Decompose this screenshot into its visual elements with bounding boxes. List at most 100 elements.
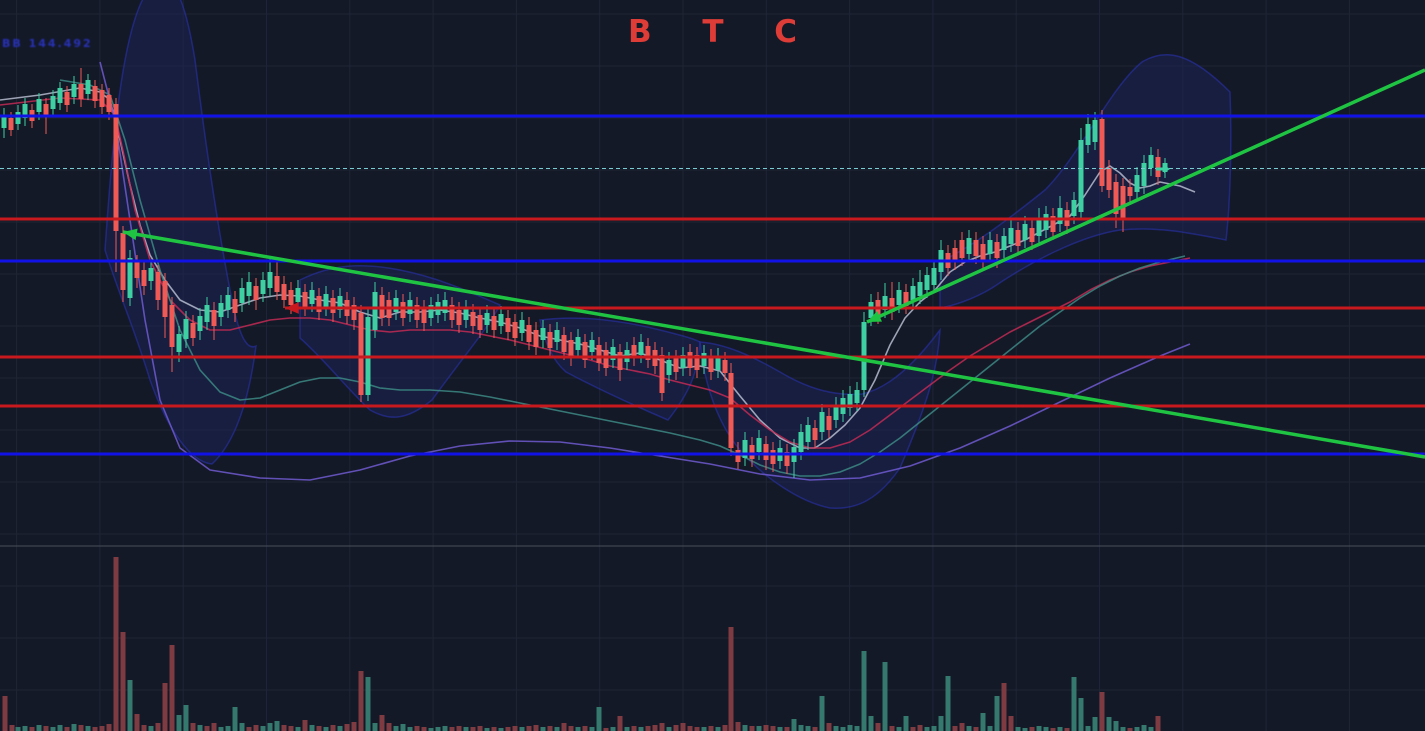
volume-bar bbox=[491, 727, 497, 731]
price-marker-arrow-icon bbox=[1164, 165, 1170, 173]
volume-bar bbox=[735, 722, 741, 731]
volume-bar bbox=[99, 726, 105, 731]
candle bbox=[400, 294, 406, 326]
candle bbox=[127, 250, 133, 306]
volume-bar bbox=[141, 725, 147, 731]
candle bbox=[1155, 149, 1161, 185]
volume-bar bbox=[917, 725, 923, 731]
trend-lines-layer bbox=[122, 68, 1425, 459]
volume-bar bbox=[1106, 717, 1112, 731]
candle bbox=[225, 287, 231, 318]
volume-bar bbox=[365, 677, 371, 731]
candle bbox=[211, 302, 217, 340]
candle bbox=[659, 347, 665, 401]
candle bbox=[267, 258, 273, 296]
candle bbox=[701, 345, 707, 374]
volume-bar bbox=[463, 727, 469, 731]
volume-bar bbox=[407, 727, 413, 731]
candle bbox=[533, 322, 539, 355]
candle bbox=[302, 284, 308, 316]
candle bbox=[274, 260, 280, 300]
candle bbox=[421, 300, 427, 331]
volume-bar bbox=[442, 726, 448, 731]
candle bbox=[519, 312, 525, 341]
volume-bar bbox=[330, 725, 336, 731]
candle bbox=[680, 347, 686, 376]
candle bbox=[924, 267, 930, 298]
volume-bar bbox=[1120, 727, 1126, 731]
volume-bar bbox=[715, 727, 721, 731]
candle bbox=[742, 432, 748, 466]
volume-bar bbox=[708, 726, 714, 731]
candle bbox=[64, 86, 70, 112]
candle bbox=[71, 76, 77, 104]
ma-line-mid bbox=[0, 97, 1191, 449]
candle bbox=[1050, 208, 1056, 240]
trend-line[interactable] bbox=[866, 68, 1425, 324]
chart-title: B T C bbox=[627, 14, 818, 50]
candle bbox=[561, 327, 567, 360]
volume-bar bbox=[1008, 716, 1014, 731]
volume-bar bbox=[910, 727, 916, 731]
volume-bar bbox=[631, 726, 637, 731]
candle bbox=[610, 339, 616, 368]
volume-bar bbox=[666, 727, 672, 731]
candle bbox=[1134, 167, 1140, 200]
volume-bar bbox=[260, 726, 266, 731]
volume-bar bbox=[882, 662, 888, 731]
candle bbox=[715, 348, 721, 378]
volume-bar bbox=[603, 728, 609, 731]
volume-bar bbox=[22, 726, 28, 731]
volume-bar bbox=[554, 727, 560, 731]
volume-bar bbox=[896, 727, 902, 731]
volume-bar bbox=[393, 726, 399, 731]
candle bbox=[847, 386, 853, 416]
candle bbox=[812, 420, 818, 448]
volume-bar bbox=[819, 696, 825, 731]
volume-bar bbox=[617, 716, 623, 731]
price-marker-layer[interactable] bbox=[1156, 165, 1170, 173]
volume-bar bbox=[1064, 728, 1070, 731]
candle bbox=[1036, 208, 1042, 244]
trend-line[interactable] bbox=[122, 230, 1425, 459]
volume-bar bbox=[239, 723, 245, 731]
candle bbox=[365, 309, 371, 401]
volume-bar bbox=[204, 726, 210, 731]
candle bbox=[973, 232, 979, 264]
candle bbox=[190, 315, 196, 346]
volume-bar bbox=[1001, 683, 1007, 731]
candle bbox=[183, 311, 189, 348]
volume-bar bbox=[288, 726, 294, 731]
candle bbox=[687, 344, 693, 376]
volume-bar bbox=[1078, 698, 1084, 731]
volume-bar bbox=[938, 716, 944, 731]
candle bbox=[554, 322, 560, 350]
candle bbox=[582, 334, 588, 368]
candle bbox=[728, 363, 734, 456]
volume-bar bbox=[246, 727, 252, 731]
volume-bar bbox=[812, 727, 818, 731]
volume-bar bbox=[875, 723, 881, 731]
candle bbox=[819, 404, 825, 440]
candle bbox=[85, 74, 91, 100]
volume-bar bbox=[505, 727, 511, 731]
volume-bar bbox=[218, 727, 224, 731]
volume-bar bbox=[78, 725, 84, 731]
candle bbox=[966, 230, 972, 262]
volume-bar bbox=[1127, 728, 1133, 731]
volume-bar bbox=[1036, 726, 1042, 731]
volume-bar bbox=[519, 727, 525, 731]
candle bbox=[861, 312, 867, 397]
volume-bar bbox=[680, 723, 686, 731]
candle bbox=[484, 305, 490, 333]
price-marker[interactable] bbox=[1156, 167, 1164, 171]
candle bbox=[505, 310, 511, 340]
candle bbox=[1078, 128, 1084, 220]
candle bbox=[155, 265, 161, 310]
candle bbox=[980, 236, 986, 270]
candle bbox=[952, 240, 958, 270]
volume-bar bbox=[798, 725, 804, 731]
volume-bar bbox=[924, 727, 930, 731]
volume-bar bbox=[973, 727, 979, 731]
